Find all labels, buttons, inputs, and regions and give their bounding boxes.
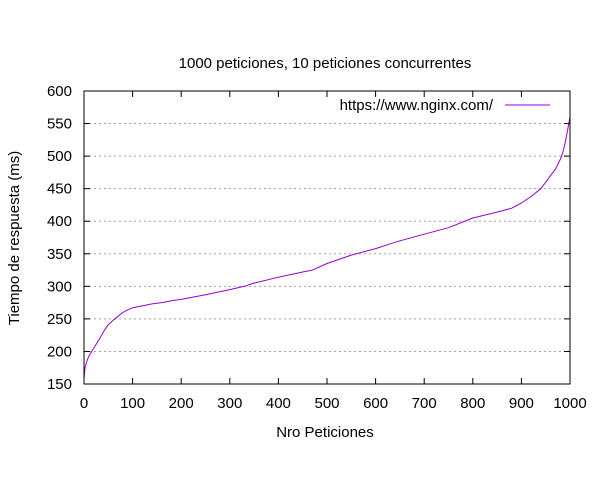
x-tick-label: 500 [314,395,339,412]
x-tick-label: 700 [412,395,437,412]
y-tick-label: 600 [47,83,72,100]
chart-title: 1000 peticiones, 10 peticiones concurren… [179,55,472,72]
x-tick-label: 600 [363,395,388,412]
y-tick-label: 300 [47,278,72,295]
y-tick-label: 150 [47,376,72,393]
x-tick-label: 900 [509,395,534,412]
y-tick-label: 550 [47,116,72,133]
x-tick-label: 100 [120,395,145,412]
y-axis-tick-labels: 150 200 250 300 350 400 450 500 550 600 [47,83,72,393]
x-tick-label: 800 [460,395,485,412]
y-tick-label: 350 [47,246,72,263]
x-axis-tick-labels: 0 100 200 300 400 500 600 700 800 900 1000 [80,395,587,412]
x-tick-label: 300 [217,395,242,412]
series-line [83,116,571,379]
x-tick-label: 0 [80,395,88,412]
x-tick-label: 400 [266,395,291,412]
plot-area-border [83,90,571,385]
y-axis-label: Tiempo de respuesta (ms) [6,151,23,326]
x-tick-label: 1000 [553,395,586,412]
y-tick-label: 200 [47,343,72,360]
grid-lines [84,123,570,352]
legend: https://www.nginx.com/ [340,97,550,114]
x-axis-label: Nro Peticiones [276,424,374,441]
x-tick-label: 200 [169,395,194,412]
legend-label: https://www.nginx.com/ [340,97,494,114]
y-tick-label: 400 [47,213,72,230]
y-tick-label: 250 [47,311,72,328]
y-tick-label: 450 [47,181,72,198]
y-tick-label: 500 [47,148,72,165]
axis-ticks [83,90,571,385]
series-layer [83,116,571,379]
